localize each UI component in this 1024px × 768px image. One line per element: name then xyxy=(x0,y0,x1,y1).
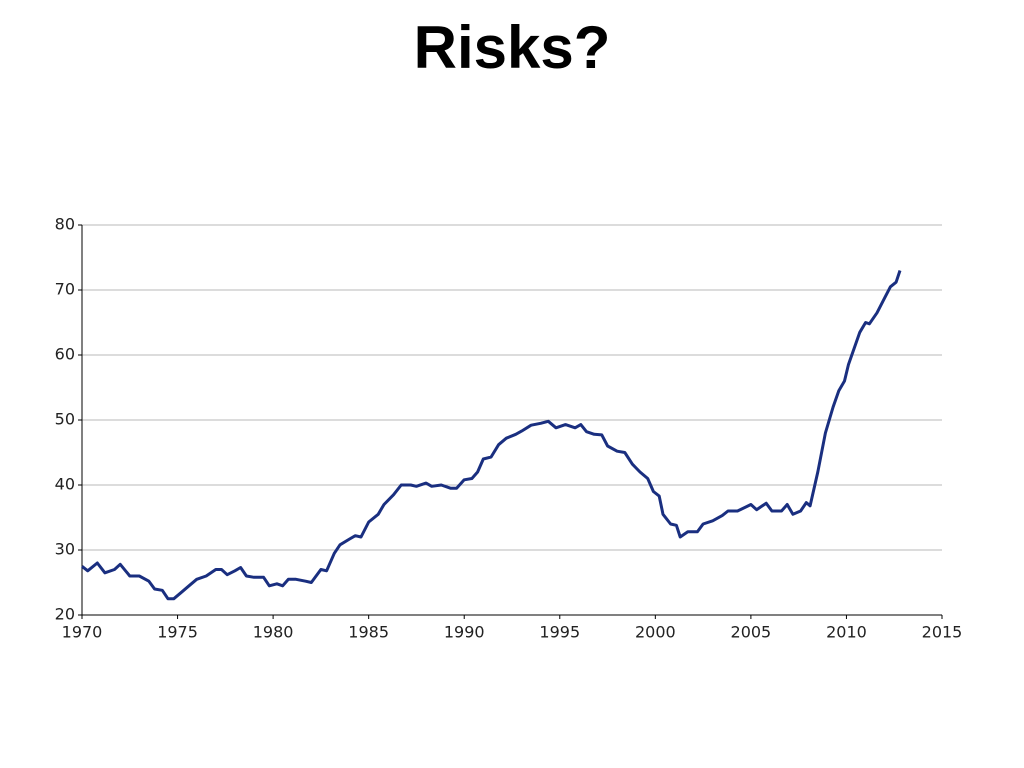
x-tick-label: 1990 xyxy=(444,623,485,642)
x-tick-label: 2000 xyxy=(635,623,676,642)
x-tick-label: 1985 xyxy=(348,623,389,642)
y-tick-label: 40 xyxy=(55,475,75,494)
y-tick-label: 30 xyxy=(55,540,75,559)
x-tick-label: 1980 xyxy=(253,623,294,642)
x-tick-label: 2015 xyxy=(922,623,963,642)
data-line xyxy=(81,270,902,601)
x-tick-label: 1995 xyxy=(539,623,580,642)
y-tick-label: 50 xyxy=(55,410,75,429)
y-tick-label: 60 xyxy=(55,345,75,364)
x-tick-label: 2005 xyxy=(731,623,772,642)
x-tick-label: 1970 xyxy=(62,623,103,642)
x-tick-label: 1975 xyxy=(157,623,198,642)
y-tick-label: 80 xyxy=(55,215,75,234)
y-tick-label: 20 xyxy=(55,605,75,624)
slide-title: Risks? xyxy=(414,14,611,81)
y-tick-label: 70 xyxy=(55,280,75,299)
x-tick-label: 2010 xyxy=(826,623,867,642)
